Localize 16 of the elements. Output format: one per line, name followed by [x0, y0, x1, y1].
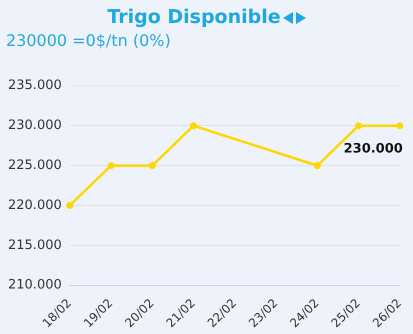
- y-tick-label: 225.000: [8, 158, 62, 173]
- data-label: 230.000: [344, 142, 403, 157]
- y-tick-label: 220.000: [8, 198, 62, 213]
- chart-title: Trigo Disponible: [107, 6, 281, 28]
- chart-subtitle: 230000 =0$/tn (0%): [6, 31, 171, 51]
- y-tick-label: 215.000: [8, 238, 62, 253]
- point: [314, 162, 321, 170]
- y-tick-label: 210.000: [8, 278, 62, 293]
- point: [148, 162, 156, 170]
- point: [396, 122, 404, 130]
- point: [66, 202, 74, 210]
- y-tick-label: 230.000: [8, 118, 62, 134]
- point: [355, 122, 362, 130]
- point: [190, 122, 198, 130]
- y-tick-label: 235.000: [8, 78, 62, 94]
- point: [108, 162, 115, 170]
